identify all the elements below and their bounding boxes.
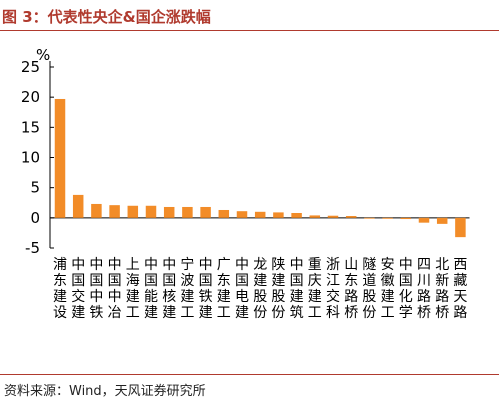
- bar: [327, 215, 339, 218]
- x-category-labels: 浦东建设中国交建中国中铁中国中冶上海建工中国能建中国核建宁波建工中国铁建广东建工…: [53, 256, 467, 321]
- bar: [400, 217, 412, 220]
- axes: [49, 61, 470, 249]
- x-category-label: 宁波建工: [180, 256, 194, 321]
- y-tick-label: -5: [25, 239, 40, 257]
- y-tick-label: 0: [30, 209, 40, 227]
- x-category-label: 广东建工: [217, 257, 231, 321]
- bar: [236, 211, 248, 218]
- x-category-label: 四川路桥: [417, 257, 431, 321]
- x-category-label: 陕建股份: [271, 257, 285, 321]
- bar: [200, 206, 211, 218]
- bars: [54, 98, 466, 238]
- y-tick-label: 15: [21, 118, 40, 136]
- x-category-label: 中国铁建: [199, 257, 213, 321]
- x-category-label: 上海建工: [126, 257, 140, 321]
- title-rule: [0, 30, 499, 31]
- figure-title: 图 3：代表性央企&国企涨跌幅: [2, 8, 211, 26]
- x-category-label: 重庆建工: [308, 257, 322, 321]
- source-note: 资料来源：Wind，天风证券研究所: [4, 384, 206, 399]
- x-category-label: 山东路桥: [344, 257, 358, 321]
- bar: [182, 206, 193, 218]
- bar: [218, 209, 230, 218]
- bar: [418, 217, 430, 223]
- y-tick-label: 10: [21, 149, 40, 167]
- y-tick-label: 20: [21, 88, 40, 106]
- x-category-label: 中国核建: [162, 257, 176, 321]
- x-category-label: 中国交建: [71, 257, 85, 321]
- bar: [345, 216, 357, 218]
- x-category-label: 中国电建: [235, 257, 249, 321]
- x-category-label: 北新路桥: [435, 257, 449, 321]
- source-rule: [0, 374, 499, 375]
- bar-chart: -5 0 5 10 15 20 25 浦东建设中国交建中国中铁中国中冶上海建工中国能建中国核…: [21, 46, 470, 321]
- bar: [127, 205, 139, 218]
- bar: [273, 212, 284, 218]
- x-category-label: 浦东建设: [53, 257, 67, 321]
- bar: [163, 206, 175, 218]
- bar: [455, 217, 466, 238]
- bar: [254, 211, 266, 218]
- bar: [145, 205, 157, 218]
- x-category-label: 中国建筑: [290, 257, 304, 321]
- bar: [309, 215, 321, 218]
- x-category-label: 安徽建工: [381, 257, 395, 321]
- x-category-label: 中国中铁: [89, 257, 103, 321]
- bar: [91, 203, 102, 218]
- y-tick-label: 25: [21, 58, 40, 76]
- bar: [291, 213, 302, 218]
- bar: [364, 217, 375, 219]
- x-category-label: 西藏天路: [453, 257, 467, 321]
- x-category-label: 隧道股份: [362, 257, 376, 321]
- x-category-label: 中国中冶: [108, 257, 122, 321]
- bar: [382, 217, 393, 219]
- x-category-label: 中国化学: [399, 257, 413, 321]
- x-category-label: 浙江交科: [326, 257, 340, 321]
- x-category-label: 龙建股份: [253, 257, 267, 321]
- x-category-label: 中国能建: [144, 257, 158, 321]
- bar: [436, 217, 448, 224]
- y-unit-label: %: [36, 46, 50, 64]
- bar: [54, 98, 66, 218]
- bar: [72, 194, 84, 218]
- bar: [109, 205, 120, 218]
- y-tick-label: 5: [30, 179, 40, 197]
- y-tick-labels: -5 0 5 10 15 20 25: [21, 58, 40, 257]
